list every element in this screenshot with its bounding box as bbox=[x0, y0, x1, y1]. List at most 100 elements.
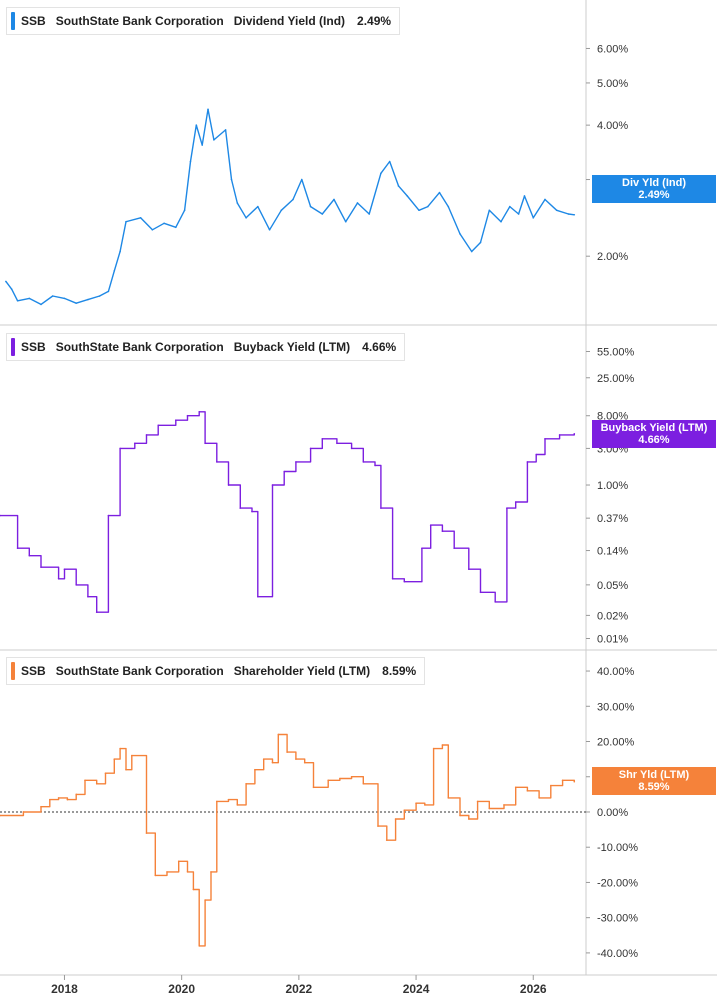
data-point bbox=[75, 793, 77, 796]
data-point bbox=[550, 784, 552, 787]
series-line-1 bbox=[0, 411, 575, 613]
data-point bbox=[506, 507, 508, 509]
data-point bbox=[227, 798, 230, 801]
data-point bbox=[40, 303, 42, 306]
data-point bbox=[230, 178, 233, 181]
data-point bbox=[98, 295, 101, 297]
legend-company: SouthState Bank Corporation bbox=[55, 664, 224, 678]
data-point bbox=[201, 144, 203, 146]
data-point bbox=[107, 290, 110, 293]
data-point bbox=[441, 530, 444, 533]
legend-ticker: SSB bbox=[21, 664, 46, 678]
data-point bbox=[186, 414, 189, 417]
legend-ticker: SSB bbox=[21, 14, 46, 28]
data-point bbox=[418, 209, 420, 212]
data-point bbox=[526, 790, 529, 792]
data-point bbox=[254, 768, 256, 771]
data-point bbox=[283, 470, 286, 473]
legend-shareholder-yield[interactable]: SSB SouthState Bank Corporation Sharehol… bbox=[6, 657, 426, 685]
data-point bbox=[119, 250, 121, 253]
data-point bbox=[415, 802, 417, 804]
data-point bbox=[421, 547, 423, 550]
data-point bbox=[309, 447, 312, 450]
x-tick-label: 2022 bbox=[286, 982, 313, 996]
data-point bbox=[139, 217, 142, 219]
y-tick-label: -10.00% bbox=[597, 842, 638, 854]
data-point bbox=[441, 744, 444, 746]
data-point bbox=[213, 139, 215, 141]
flag-value: 2.49% bbox=[638, 189, 670, 201]
data-point bbox=[113, 270, 116, 272]
data-point bbox=[10, 288, 13, 290]
data-point bbox=[183, 209, 186, 212]
data-point bbox=[28, 297, 31, 300]
legend-value: 2.49% bbox=[357, 14, 392, 28]
data-point bbox=[488, 209, 491, 212]
flag-label: Buyback Yield (LTM) bbox=[600, 422, 708, 434]
data-point bbox=[5, 280, 7, 283]
y-tick-label: -40.00% bbox=[597, 948, 638, 960]
data-point bbox=[426, 205, 429, 208]
legend-dividend-yield[interactable]: SSB SouthState Bank Corporation Dividend… bbox=[6, 7, 401, 35]
data-point bbox=[295, 758, 297, 760]
data-point bbox=[236, 804, 239, 806]
data-point bbox=[133, 442, 136, 445]
data-point bbox=[125, 768, 127, 771]
series-line-2 bbox=[0, 733, 575, 947]
data-point bbox=[479, 591, 482, 594]
y-tick-label: 55.00% bbox=[597, 346, 635, 358]
data-point bbox=[333, 198, 335, 201]
data-point bbox=[424, 804, 426, 806]
y-tick-label: 40.00% bbox=[597, 666, 635, 678]
data-point bbox=[459, 233, 461, 235]
current-value-flag-buyback: Buyback Yield (LTM) 4.66% bbox=[592, 420, 716, 448]
flag-value: 4.66% bbox=[638, 434, 670, 446]
data-point bbox=[488, 807, 491, 810]
data-point bbox=[362, 782, 365, 785]
data-point bbox=[16, 299, 19, 302]
data-point bbox=[145, 832, 148, 834]
data-point bbox=[544, 198, 546, 201]
data-point bbox=[523, 195, 526, 197]
flag-label: Shr Yld (LTM) bbox=[618, 769, 690, 781]
data-point bbox=[309, 205, 312, 208]
data-point bbox=[40, 566, 42, 568]
legend-buyback-yield[interactable]: SSB SouthState Bank Corporation Buyback … bbox=[6, 333, 406, 361]
y-tick-label: 20.00% bbox=[597, 737, 635, 749]
data-point bbox=[476, 800, 479, 803]
data-point bbox=[63, 568, 66, 570]
data-point bbox=[189, 160, 192, 163]
data-point bbox=[561, 779, 564, 782]
data-point bbox=[453, 547, 455, 550]
data-point bbox=[459, 814, 461, 817]
data-point bbox=[175, 419, 177, 421]
data-point bbox=[429, 524, 432, 526]
data-point bbox=[397, 185, 400, 187]
data-point bbox=[57, 797, 60, 799]
y-tick-label: 5.00% bbox=[597, 78, 628, 90]
data-point bbox=[327, 779, 329, 782]
y-tick-label: 0.14% bbox=[597, 546, 628, 558]
data-point bbox=[517, 213, 520, 215]
data-point bbox=[432, 747, 435, 750]
data-point bbox=[119, 747, 121, 750]
data-point bbox=[49, 798, 51, 801]
data-point bbox=[312, 786, 315, 789]
legend-company: SouthState Bank Corporation bbox=[55, 14, 224, 28]
data-point bbox=[239, 507, 242, 509]
data-point bbox=[573, 213, 576, 216]
series-line-0 bbox=[5, 108, 575, 306]
data-point bbox=[66, 798, 69, 801]
data-point bbox=[87, 595, 89, 598]
y-tick-label: 0.01% bbox=[597, 633, 628, 645]
data-point bbox=[368, 213, 370, 215]
y-tick-label: 2.00% bbox=[597, 251, 628, 263]
data-point bbox=[236, 202, 239, 204]
data-point bbox=[295, 461, 297, 463]
data-point bbox=[186, 871, 189, 873]
data-point bbox=[28, 554, 31, 557]
data-point bbox=[447, 205, 450, 208]
data-point bbox=[75, 584, 77, 586]
data-point bbox=[350, 775, 353, 778]
y-tick-label: 30.00% bbox=[597, 701, 635, 713]
